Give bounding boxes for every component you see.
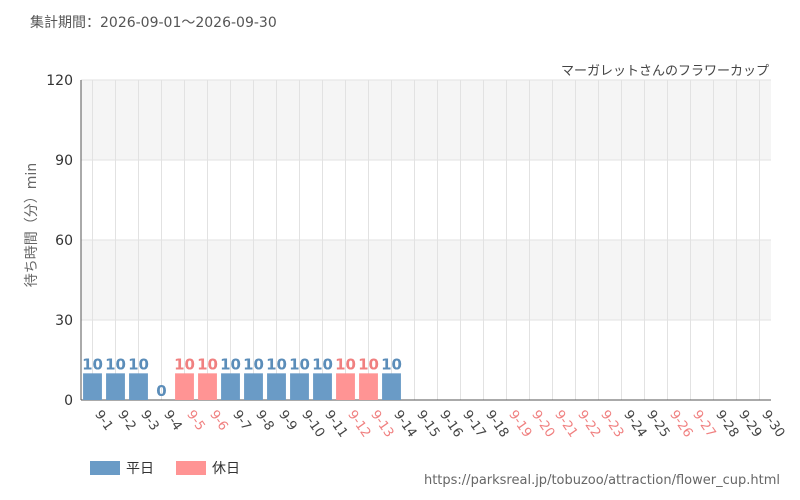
data-label: 10: [174, 355, 195, 373]
bar: [359, 373, 378, 400]
x-tick-label: 9-23: [597, 408, 626, 441]
legend-label-weekday: 平日: [126, 461, 154, 477]
bar: [198, 373, 217, 400]
bar: [244, 373, 263, 400]
x-tick-label: 9-29: [735, 408, 764, 441]
period-label: 集計期間：2026-09-01～2026-09-30: [30, 15, 277, 31]
x-tick-label: 9-2: [114, 408, 138, 434]
x-tick-label: 9-1: [91, 408, 115, 434]
y-tick-label: 0: [64, 393, 73, 409]
y-tick-label: 90: [55, 153, 73, 169]
x-tick-label: 9-14: [390, 408, 419, 441]
bar: [336, 373, 355, 400]
y-tick-label: 120: [46, 73, 73, 89]
legend-item-holiday: 休日: [176, 458, 240, 478]
x-tick-label: 9-25: [643, 408, 672, 441]
x-tick-label: 9-26: [666, 408, 695, 441]
data-label: 10: [82, 355, 103, 373]
data-label: 10: [243, 355, 264, 373]
x-tick-label: 9-30: [758, 408, 787, 441]
y-axis-label: 待ち時間（分）min: [24, 163, 40, 287]
y-tick-label: 30: [55, 313, 73, 329]
bar: [129, 373, 148, 400]
x-tick-label: 9-8: [252, 408, 276, 434]
x-tick-label: 9-12: [344, 408, 373, 441]
x-tick-label: 9-10: [298, 408, 327, 441]
x-tick-label: 9-16: [436, 408, 465, 441]
bar: [290, 373, 309, 400]
data-label: 10: [197, 355, 218, 373]
bar: [382, 373, 401, 400]
x-tick-label: 9-7: [229, 408, 253, 434]
x-tick-label: 9-13: [367, 408, 396, 441]
legend-swatch-holiday: [176, 461, 206, 475]
x-tick-label: 9-22: [574, 408, 603, 441]
y-tick-label: 60: [55, 233, 73, 249]
data-label: 10: [381, 355, 402, 373]
x-tick-label: 9-18: [482, 408, 511, 441]
legend: 平日 休日: [90, 458, 262, 478]
bar: [106, 373, 125, 400]
source-url[interactable]: https://parksreal.jp/tobuzoo/attraction/…: [423, 473, 780, 488]
x-tick-label: 9-9: [275, 408, 299, 434]
x-tick-label: 9-11: [321, 408, 350, 441]
data-label: 10: [289, 355, 310, 373]
x-tick-label: 9-27: [689, 408, 718, 441]
legend-label-holiday: 休日: [212, 461, 240, 477]
data-label: 10: [220, 355, 241, 373]
x-tick-label: 9-4: [160, 408, 184, 434]
grid-band: [81, 240, 771, 320]
data-label: 10: [128, 355, 149, 373]
grid-band: [81, 80, 771, 160]
data-label: 0: [156, 382, 166, 400]
x-tick-label: 9-21: [551, 408, 580, 441]
bar: [175, 373, 194, 400]
x-tick-label: 9-3: [137, 408, 161, 434]
data-label: 10: [266, 355, 287, 373]
chart-title: マーガレットさんのフラワーカップ: [560, 64, 769, 79]
x-tick-label: 9-20: [528, 408, 557, 441]
x-tick-label: 9-28: [712, 408, 741, 441]
data-label: 10: [335, 355, 356, 373]
data-label: 10: [358, 355, 379, 373]
x-tick-label: 9-24: [620, 408, 649, 441]
bar: [221, 373, 240, 400]
data-label: 10: [312, 355, 333, 373]
bar: [313, 373, 332, 400]
data-label: 10: [105, 355, 126, 373]
x-tick-label: 9-6: [206, 408, 230, 434]
legend-swatch-weekday: [90, 461, 120, 475]
x-tick-label: 9-15: [413, 408, 442, 441]
legend-item-weekday: 平日: [90, 458, 154, 478]
x-tick-label: 9-5: [183, 408, 207, 434]
bar: [267, 373, 286, 400]
x-tick-label: 9-17: [459, 408, 488, 441]
bar: [83, 373, 102, 400]
x-tick-label: 9-19: [505, 408, 534, 441]
